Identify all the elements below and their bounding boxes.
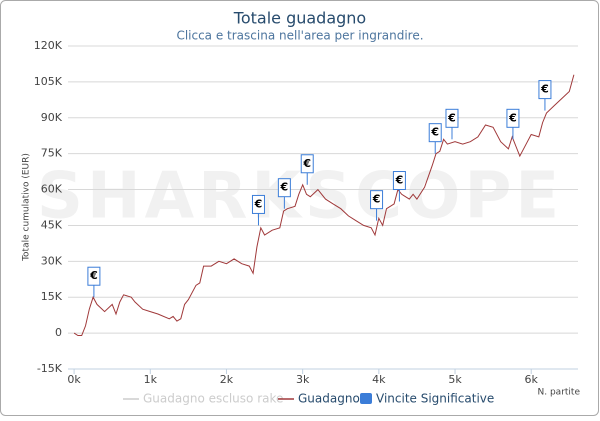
x-tick-label: 6k [525, 373, 539, 386]
flag-label: € [280, 181, 289, 194]
x-axis-label: N. partite [538, 388, 581, 398]
y-tick-label: 60K [41, 183, 63, 196]
flag-label: € [447, 111, 456, 124]
flag [506, 108, 520, 128]
legend-label: Vincite Significative [376, 392, 494, 406]
y-tick-label: 105K [34, 75, 63, 88]
legend-label: Guadagno escluso rake [143, 392, 283, 406]
y-tick-label: 90K [41, 111, 63, 124]
data-line [73, 74, 575, 336]
flag-label: € [508, 111, 517, 124]
y-tick-label: 75K [41, 147, 63, 160]
flag [445, 108, 459, 128]
chart-title: Totale guadagno [233, 9, 366, 28]
flag-label: € [372, 193, 381, 206]
flag [538, 80, 552, 100]
y-tick-label: 0 [55, 326, 62, 339]
flag [370, 190, 384, 210]
flag-label: € [540, 83, 549, 96]
x-tick-label: 1k [144, 373, 158, 386]
watermark: SHARKSCOPE [37, 160, 563, 234]
flag [428, 123, 442, 143]
x-tick-label: 5k [448, 373, 462, 386]
x-tick-label: 0k [67, 373, 81, 386]
flag-label: € [430, 126, 439, 139]
x-tick-label: 4k [372, 373, 386, 386]
y-tick-label: 120K [34, 39, 63, 52]
flag [87, 266, 101, 286]
y-tick-label: 15K [41, 290, 63, 303]
y-tick-label: 30K [41, 254, 63, 267]
flag-label: € [254, 197, 263, 210]
flag-label: € [302, 157, 311, 170]
flag [392, 171, 406, 191]
flag [251, 194, 265, 214]
y-axis-label: Totale cumulativo (EUR) [22, 153, 32, 262]
x-tick-label: 3k [296, 373, 310, 386]
flag-label: € [395, 174, 404, 187]
legend-symbol [360, 393, 372, 404]
y-tick-label: 45K [41, 218, 63, 231]
chart-subtitle: Clicca e trascina nell'area per ingrandi… [176, 29, 423, 43]
y-tick-label: -15K [37, 362, 63, 375]
flag-label: € [89, 269, 98, 282]
flag [300, 154, 314, 174]
legend-label: Guadagno [298, 392, 360, 406]
x-tick-label: 2k [220, 373, 234, 386]
flag [277, 178, 291, 198]
